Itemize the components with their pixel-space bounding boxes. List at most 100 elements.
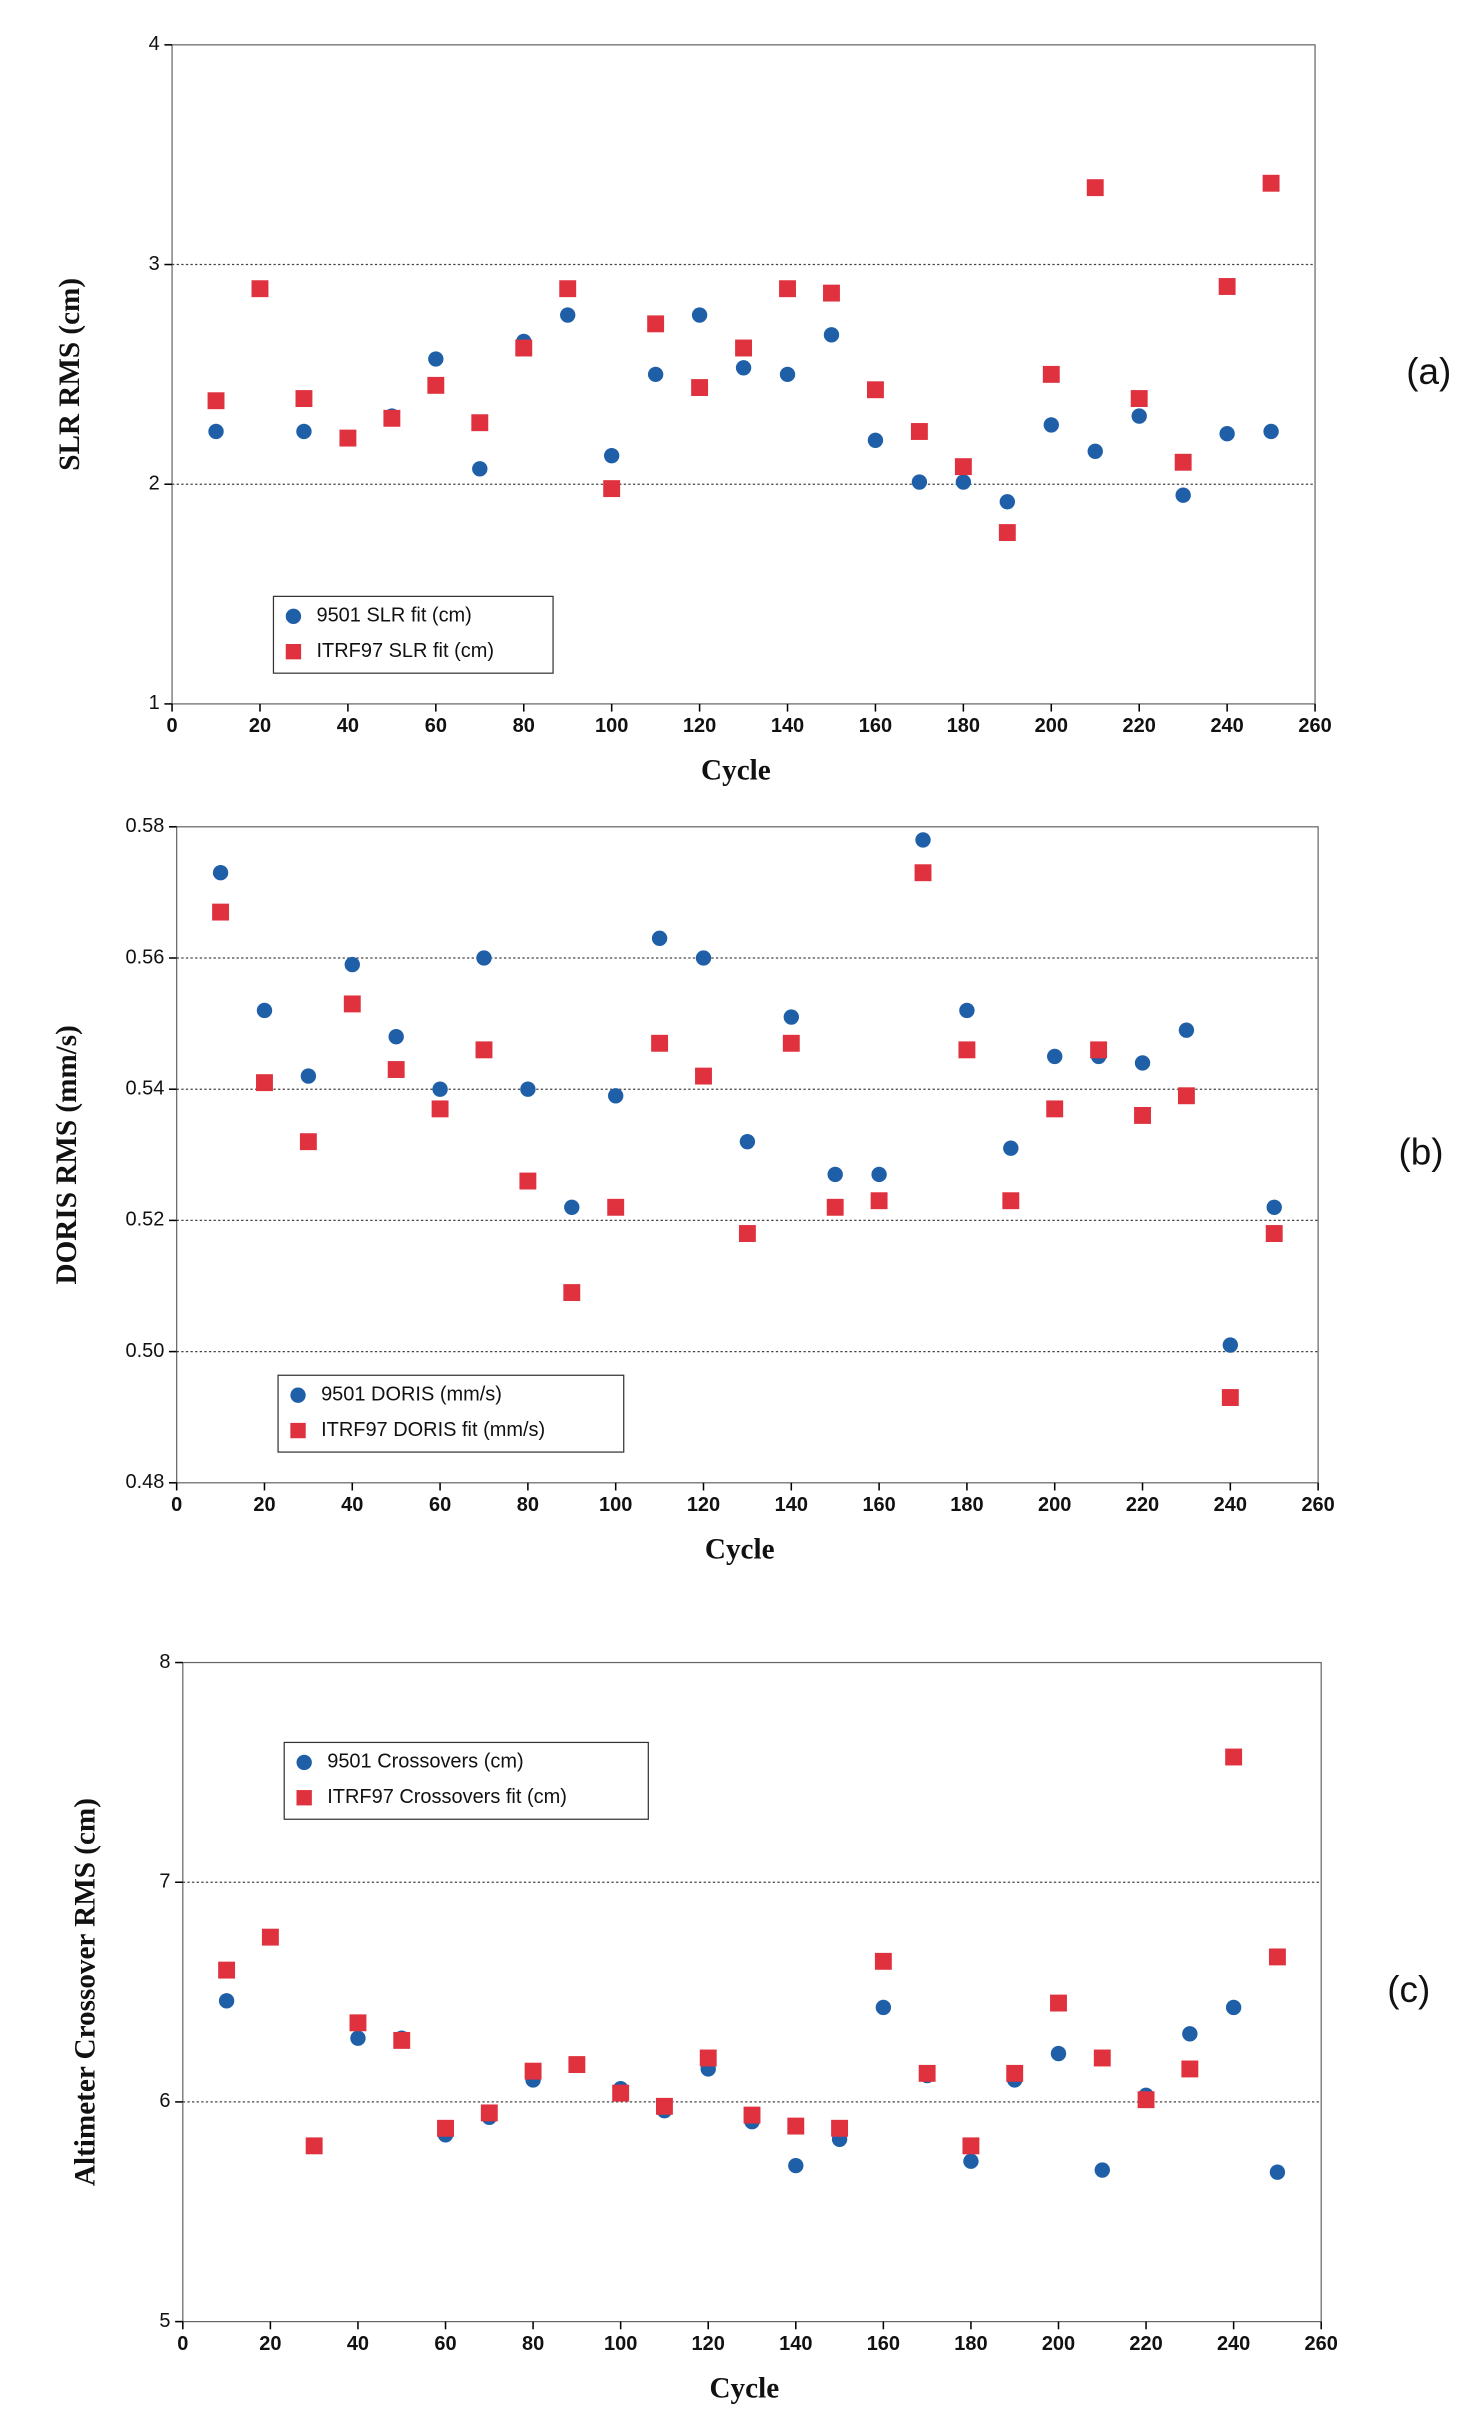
point — [866, 381, 884, 399]
point — [788, 2157, 804, 2174]
point — [691, 307, 708, 323]
point — [212, 865, 229, 881]
point — [827, 1166, 843, 1183]
point — [524, 2062, 542, 2080]
y-tick-label: 5 — [159, 2310, 170, 2332]
point — [1006, 2064, 1024, 2082]
x-tick-label: 200 — [1038, 1494, 1071, 1516]
point — [782, 1034, 800, 1052]
point — [261, 1928, 279, 1946]
legend-marker — [290, 1422, 306, 1439]
point — [1090, 1041, 1108, 1059]
point — [647, 315, 665, 333]
point — [559, 280, 577, 298]
point — [296, 423, 312, 440]
point — [691, 379, 709, 397]
point — [1002, 1192, 1020, 1210]
y-tick-label: 1 — [149, 692, 160, 714]
x-tick-label: 220 — [1123, 715, 1156, 737]
point — [962, 2137, 980, 2155]
point — [432, 1081, 448, 1097]
panel-label: (c) — [1387, 1969, 1430, 2010]
point — [344, 956, 360, 973]
point — [256, 1074, 273, 1092]
point — [1225, 1999, 1242, 2016]
point — [564, 1199, 580, 1215]
point — [874, 1952, 892, 1970]
point — [918, 2064, 936, 2082]
x-tick-label: 120 — [692, 2333, 725, 2355]
panel-label: (b) — [1399, 1132, 1444, 1173]
x-tick-label: 200 — [1035, 715, 1068, 737]
point — [954, 458, 972, 476]
plot-frame — [171, 44, 1316, 705]
point — [1086, 179, 1104, 197]
point — [871, 1166, 887, 1183]
point — [959, 1002, 975, 1019]
x-tick-label: 100 — [599, 1494, 632, 1516]
point — [915, 832, 931, 848]
point — [387, 1061, 405, 1078]
legend-box — [277, 1374, 625, 1453]
point — [1175, 487, 1191, 503]
point — [1266, 1199, 1282, 1215]
point — [735, 360, 752, 376]
x-tick-label: 0 — [171, 1494, 182, 1516]
point — [299, 1133, 317, 1151]
point — [826, 1198, 844, 1216]
point — [743, 2106, 761, 2124]
x-tick-label: 60 — [429, 1494, 451, 1516]
x-tick-label: 40 — [337, 715, 359, 737]
point — [343, 995, 361, 1013]
point — [1003, 1140, 1019, 1156]
point — [1268, 1948, 1286, 1966]
x-tick-label: 0 — [177, 2333, 188, 2355]
y-tick-label: 0.54 — [126, 1077, 165, 1099]
point — [1182, 2026, 1198, 2042]
point — [1042, 365, 1060, 383]
y-tick-label: 2 — [149, 472, 160, 494]
point — [831, 2119, 849, 2137]
point — [350, 2030, 366, 2046]
point — [1218, 278, 1236, 295]
point — [218, 1993, 235, 2009]
point — [349, 2014, 367, 2032]
point — [999, 494, 1016, 510]
point — [519, 1172, 537, 1190]
point — [431, 1100, 449, 1118]
point — [1262, 174, 1280, 192]
point — [998, 524, 1016, 541]
x-tick-label: 120 — [687, 1494, 720, 1516]
point — [823, 327, 840, 343]
point — [471, 414, 489, 432]
y-tick-label: 6 — [159, 2090, 170, 2112]
y-tick-label: 8 — [159, 1651, 170, 1673]
point — [612, 2084, 630, 2102]
point — [560, 307, 576, 323]
point — [823, 284, 840, 302]
point — [651, 930, 668, 947]
y-axis-label: SLR RMS (cm) — [54, 278, 86, 471]
x-tick-label: 40 — [341, 1494, 363, 1516]
point — [305, 2137, 323, 2155]
point — [651, 1034, 669, 1052]
x-tick-label: 80 — [513, 715, 535, 737]
point — [739, 1134, 756, 1150]
point — [867, 432, 884, 448]
point — [779, 366, 796, 383]
legend-label: ITRF97 DORIS fit (mm/s) — [321, 1419, 545, 1441]
point — [695, 1067, 712, 1085]
y-tick-label: 0.56 — [126, 946, 165, 968]
x-tick-label: 140 — [775, 1494, 808, 1516]
point — [1263, 423, 1279, 440]
legend-label: 9501 DORIS (mm/s) — [321, 1384, 502, 1406]
point — [256, 1002, 273, 1019]
x-tick-label: 20 — [249, 715, 271, 737]
legend-marker — [285, 643, 302, 660]
x-axis-label: Cycle — [705, 1534, 775, 1566]
point — [607, 1198, 625, 1216]
point — [428, 351, 444, 367]
point — [515, 339, 533, 357]
point — [393, 2031, 411, 2049]
legend-label: 9501 Crossovers (cm) — [327, 1751, 523, 1773]
